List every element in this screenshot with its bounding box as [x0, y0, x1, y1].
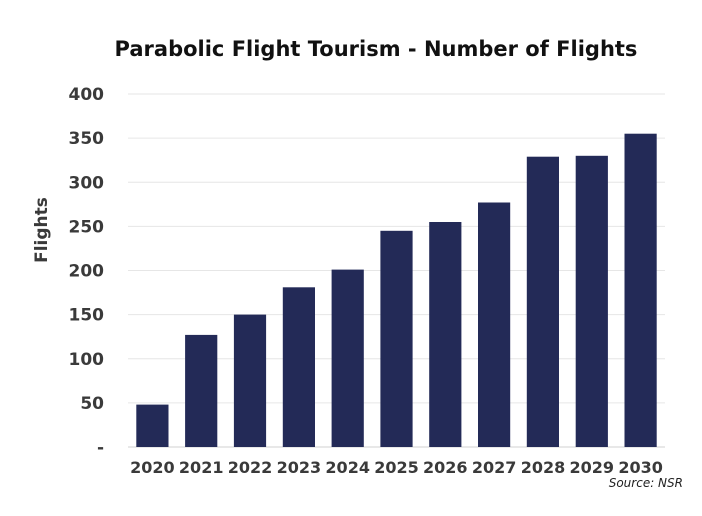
x-tick-label: 2025: [374, 458, 419, 477]
x-tick-label: 2024: [325, 458, 370, 477]
source-note: Source: NSR: [609, 476, 683, 490]
bar-2025: [380, 230, 413, 447]
bar-2021: [185, 334, 218, 447]
x-tick-label: 2021: [179, 458, 224, 477]
bar-2028: [526, 156, 559, 447]
chart-title: Parabolic Flight Tourism - Number of Fli…: [115, 37, 638, 61]
x-tick-label: 2022: [228, 458, 273, 477]
x-tick-label: 2029: [570, 458, 615, 477]
y-tick-label: 300: [69, 173, 105, 193]
bar-2029: [575, 155, 608, 448]
y-tick-label: 150: [69, 306, 105, 326]
y-tick-label: 250: [69, 217, 105, 237]
bar-2024: [331, 269, 364, 447]
bars: [136, 133, 657, 448]
x-tick-label: 2020: [130, 458, 175, 477]
x-tick-label: 2023: [277, 458, 322, 477]
y-axis-label: Flights: [32, 197, 52, 263]
y-tick-label: 50: [80, 394, 104, 414]
x-tick-label: 2027: [472, 458, 517, 477]
bar-2020: [136, 404, 169, 447]
x-tick-label: 2026: [423, 458, 468, 477]
y-tick-label: 350: [69, 129, 105, 149]
x-axis-ticks: 2020 2021 2022 2023 2024 2025 2026 2027 2028 2029…: [130, 458, 663, 477]
y-axis-ticks: - 50 100 150 200 250 300 350 400: [69, 85, 105, 458]
bar-2023: [282, 287, 315, 447]
bar-2030: [624, 133, 657, 447]
y-tick-label: 100: [69, 350, 105, 370]
y-tick-label: -: [97, 438, 104, 458]
y-tick-label: 200: [69, 262, 105, 282]
bar-2022: [233, 314, 267, 447]
bar-2026: [429, 222, 462, 447]
x-tick-label: 2028: [521, 458, 566, 477]
y-tick-label: 400: [69, 85, 105, 105]
x-tick-label: 2030: [618, 458, 663, 477]
bar-2027: [478, 202, 511, 447]
